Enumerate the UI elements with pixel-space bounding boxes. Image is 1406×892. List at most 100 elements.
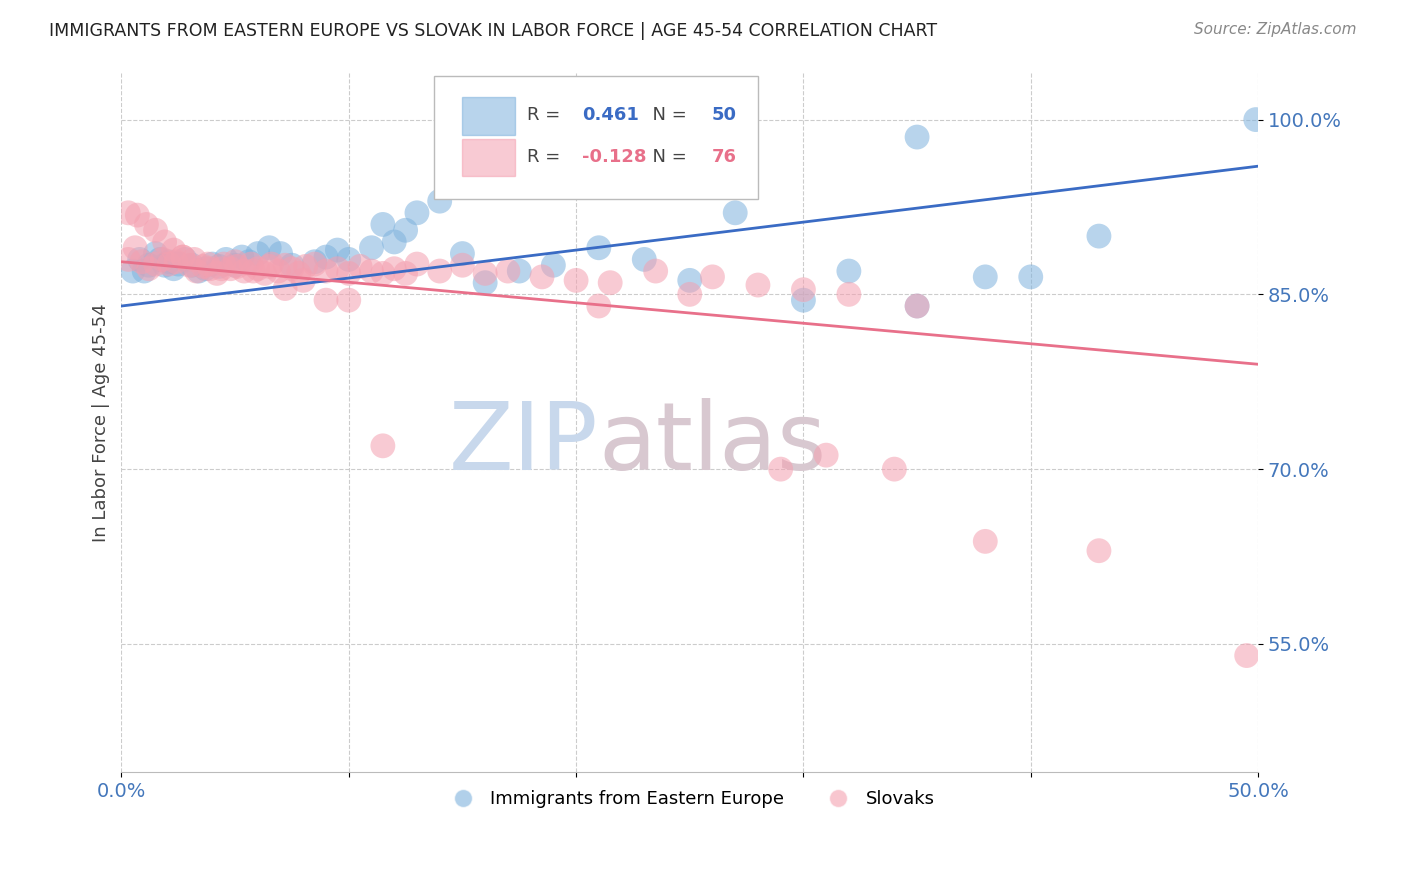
Point: [769, 462, 792, 476]
Point: [117, 252, 139, 267]
Point: [644, 264, 666, 278]
Point: [1244, 112, 1267, 127]
Point: [326, 243, 349, 257]
Point: [157, 254, 180, 268]
Point: [429, 194, 451, 209]
Point: [429, 264, 451, 278]
Point: [530, 269, 553, 284]
Point: [274, 281, 297, 295]
FancyBboxPatch shape: [463, 138, 515, 177]
Point: [588, 299, 610, 313]
Point: [337, 252, 360, 267]
Point: [150, 252, 173, 267]
Point: [208, 260, 231, 274]
Point: [406, 257, 429, 271]
Point: [153, 258, 176, 272]
Point: [1236, 648, 1258, 663]
Point: [1088, 543, 1111, 558]
Point: [394, 223, 416, 237]
Point: [187, 264, 209, 278]
Point: [1088, 229, 1111, 244]
Point: [747, 278, 769, 293]
Point: [792, 293, 814, 308]
Point: [815, 448, 838, 462]
FancyBboxPatch shape: [434, 77, 758, 199]
Point: [287, 266, 309, 280]
Point: [451, 246, 474, 260]
Point: [974, 534, 997, 549]
Text: atlas: atlas: [599, 398, 827, 490]
Point: [371, 218, 394, 232]
Point: [633, 252, 655, 267]
Point: [179, 258, 201, 272]
Text: R =: R =: [527, 106, 567, 124]
Point: [131, 254, 153, 268]
Point: [153, 235, 176, 249]
Point: [349, 260, 371, 274]
Point: [211, 261, 233, 276]
Point: [253, 266, 276, 280]
Point: [496, 264, 519, 278]
Point: [121, 264, 143, 278]
Point: [257, 241, 280, 255]
Point: [260, 257, 283, 271]
Point: [337, 266, 360, 280]
Point: [233, 264, 256, 278]
Text: N =: N =: [641, 148, 692, 166]
Point: [838, 287, 860, 301]
Point: [201, 257, 224, 271]
Point: [474, 276, 496, 290]
Point: [565, 273, 588, 287]
Text: -0.128: -0.128: [582, 148, 647, 166]
Point: [127, 208, 149, 222]
Point: [905, 299, 928, 313]
Point: [198, 261, 221, 276]
Point: [281, 261, 304, 276]
Point: [326, 261, 349, 276]
Text: IMMIGRANTS FROM EASTERN EUROPE VS SLOVAK IN LABOR FORCE | AGE 45-54 CORRELATION : IMMIGRANTS FROM EASTERN EUROPE VS SLOVAK…: [49, 22, 938, 40]
Point: [138, 258, 160, 272]
Point: [292, 273, 315, 287]
Point: [138, 261, 160, 276]
Point: [186, 264, 208, 278]
Legend: Immigrants from Eastern Europe, Slovaks: Immigrants from Eastern Europe, Slovaks: [437, 783, 942, 815]
Point: [543, 258, 565, 272]
Text: ZIP: ZIP: [449, 398, 599, 490]
Point: [157, 257, 180, 271]
Point: [180, 258, 202, 272]
Point: [905, 130, 928, 145]
Point: [226, 260, 249, 274]
Point: [792, 283, 814, 297]
Point: [134, 264, 156, 278]
Point: [124, 241, 146, 255]
Text: R =: R =: [527, 148, 567, 166]
Point: [167, 257, 190, 271]
Point: [382, 261, 405, 276]
Point: [270, 246, 292, 260]
Point: [315, 264, 337, 278]
Point: [257, 260, 280, 274]
Point: [163, 261, 186, 276]
Point: [193, 260, 215, 274]
Point: [231, 250, 253, 264]
Point: [240, 257, 263, 271]
Point: [205, 266, 228, 280]
Point: [174, 252, 197, 267]
Text: Source: ZipAtlas.com: Source: ZipAtlas.com: [1194, 22, 1357, 37]
Point: [382, 235, 405, 249]
Text: 76: 76: [711, 148, 737, 166]
Point: [165, 254, 187, 268]
Text: 0.461: 0.461: [582, 106, 638, 124]
Point: [149, 252, 172, 267]
Point: [1019, 269, 1042, 284]
Point: [246, 261, 269, 276]
Point: [679, 287, 702, 301]
FancyBboxPatch shape: [463, 96, 515, 135]
Point: [246, 246, 269, 260]
Point: [194, 261, 217, 276]
Point: [883, 462, 905, 476]
Point: [724, 206, 747, 220]
Point: [304, 254, 326, 268]
Point: [197, 257, 219, 271]
Y-axis label: In Labor Force | Age 45-54: In Labor Force | Age 45-54: [93, 303, 110, 541]
